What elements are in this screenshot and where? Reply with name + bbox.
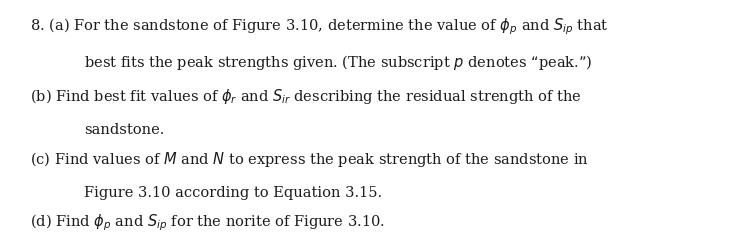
Text: Figure 3.10 according to Equation 3.15.: Figure 3.10 according to Equation 3.15. bbox=[84, 186, 382, 200]
Text: 8. (a) For the sandstone of Figure 3.10, determine the value of $\phi_p$ and $S_: 8. (a) For the sandstone of Figure 3.10,… bbox=[30, 16, 609, 37]
Text: (c) Find values of $M$ and $N$ to express the peak strength of the sandstone in: (c) Find values of $M$ and $N$ to expres… bbox=[30, 150, 589, 169]
Text: best fits the peak strengths given. (The subscript $p$ denotes “peak.”): best fits the peak strengths given. (The… bbox=[84, 53, 592, 72]
Text: (d) Find $\phi_p$ and $S_{ip}$ for the norite of Figure 3.10.: (d) Find $\phi_p$ and $S_{ip}$ for the n… bbox=[30, 212, 385, 233]
Text: sandstone.: sandstone. bbox=[84, 123, 164, 137]
Text: (b) Find best fit values of $\phi_r$ and $S_{ir}$ describing the residual streng: (b) Find best fit values of $\phi_r$ and… bbox=[30, 87, 581, 106]
